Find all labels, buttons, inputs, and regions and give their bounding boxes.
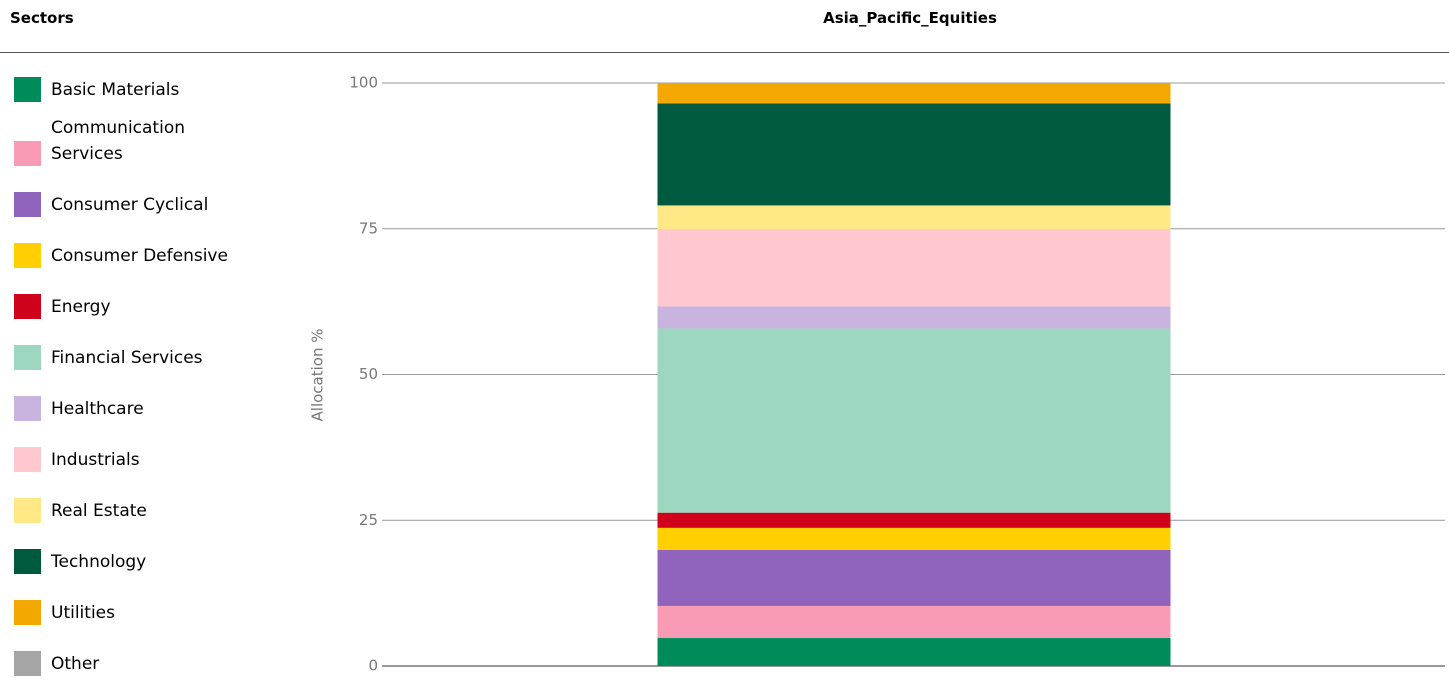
header-rule — [0, 52, 1449, 53]
bar-segment — [657, 205, 1171, 230]
legend-item: Communication Services — [14, 115, 264, 179]
legend-label: Communication Services — [51, 118, 185, 164]
legend-label: Technology — [51, 552, 147, 572]
legend-item: Basic Materials — [14, 64, 264, 115]
bar-segment — [657, 549, 1171, 606]
category-label: Asia_Pacific_Equities — [823, 9, 997, 27]
legend-swatch — [14, 345, 41, 370]
bar-segment — [657, 103, 1171, 206]
y-axis-label: Allocation % — [309, 329, 327, 422]
legend-item: Other — [14, 638, 264, 689]
legend-label: Real Estate — [51, 501, 147, 521]
legend-item: Consumer Cyclical — [14, 179, 264, 230]
bar-segment — [657, 638, 1171, 666]
legend-label: Consumer Defensive — [51, 246, 228, 266]
legend-swatch — [14, 498, 41, 523]
legend-label: Utilities — [51, 603, 115, 623]
y-tick-label: 0 — [368, 657, 378, 675]
legend-swatch — [14, 447, 41, 472]
bar-segment — [657, 527, 1171, 550]
legend-item: Utilities — [14, 587, 264, 638]
legend-swatch — [14, 77, 41, 102]
legend-swatch — [14, 192, 41, 217]
legend-label: Consumer Cyclical — [51, 195, 209, 215]
bar-segment — [657, 229, 1171, 307]
legend-swatch — [14, 549, 41, 574]
legend-swatch — [14, 243, 41, 268]
legend-swatch — [14, 651, 41, 676]
legend-swatch — [14, 141, 41, 166]
legend-label: Basic Materials — [51, 80, 180, 100]
legend-label: Healthcare — [51, 399, 144, 419]
bar-segment — [657, 512, 1171, 528]
legend-item: Financial Services — [14, 332, 264, 383]
legend-item: Technology — [14, 536, 264, 587]
bar-segment — [657, 328, 1171, 513]
legend-item: Consumer Defensive — [14, 230, 264, 281]
legend-item: Healthcare — [14, 383, 264, 434]
legend-item: Real Estate — [14, 485, 264, 536]
bar-segment — [657, 83, 1171, 104]
legend-swatch — [14, 294, 41, 319]
legend-label: Financial Services — [51, 348, 203, 368]
legend-label: Other — [51, 654, 100, 674]
legend-label: Industrials — [51, 450, 140, 470]
y-tick-label: 25 — [359, 511, 378, 529]
legend-label: Energy — [51, 297, 111, 317]
bar-segment — [657, 306, 1171, 329]
legend-swatch — [14, 600, 41, 625]
legend-item: Energy — [14, 281, 264, 332]
y-tick-label: 50 — [359, 365, 378, 383]
legend: Basic Materials Communication Services Con… — [14, 64, 264, 689]
legend-item: Industrials — [14, 434, 264, 485]
y-tick-label: 100 — [349, 74, 378, 92]
y-tick-label: 75 — [359, 219, 378, 237]
legend-title: Sectors — [10, 9, 74, 27]
bar-segment — [657, 605, 1171, 639]
legend-swatch — [14, 396, 41, 421]
